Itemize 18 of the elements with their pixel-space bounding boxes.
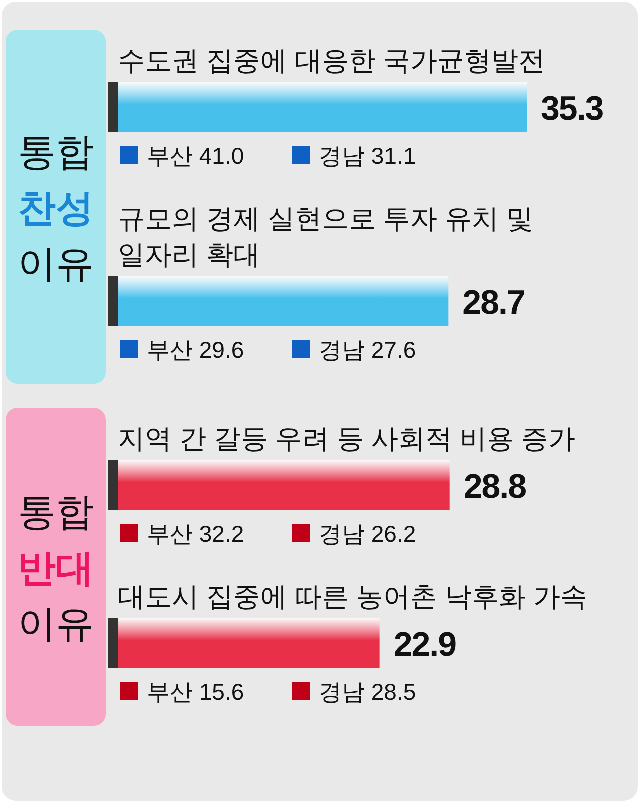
data-label: 35.3 [541,90,604,128]
annotation: 경남 28.5 [319,679,416,705]
annotation: 경남 26.2 [319,521,416,547]
annotation: 경남 31.1 [319,143,416,169]
y-tick-label: 수도권 집중에 대응한 국가균형발전 [118,46,546,76]
y-tick-label: 규모의 경제 실현으로 투자 유치 및 일자리 확대 [118,204,534,270]
y-tick-label: 대도시 집중에 따른 농어촌 낙후화 가속 [118,582,588,612]
annotation: 경남 27.6 [319,337,416,363]
annotation: 부산 15.6 [147,679,244,705]
data-label: 22.9 [394,626,456,664]
text: 통합 찬성 이유 [18,132,94,286]
annotation: 부산 41.0 [147,143,244,169]
y-tick-label: 지역 간 갈등 우려 등 사회적 비용 증가 [118,424,576,454]
data-label: 28.7 [462,284,525,322]
annotation: 부산 29.6 [147,337,244,363]
data-label: 28.8 [464,468,526,506]
text: 통합 반대 이유 [18,492,94,646]
annotation: 부산 32.2 [147,521,244,547]
